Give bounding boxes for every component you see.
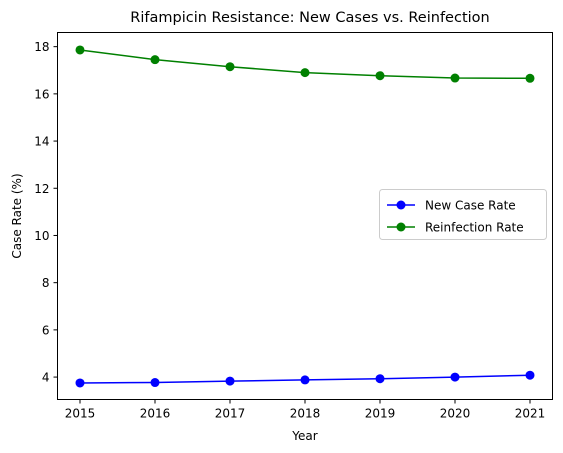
legend-marker: [396, 200, 406, 210]
y-axis-label: Case Rate (%): [10, 173, 24, 258]
x-tick-label: 2018: [290, 407, 321, 421]
legend-marker: [396, 222, 406, 232]
legend-box: [379, 189, 547, 240]
y-tick-label: 14: [34, 135, 49, 149]
y-tick-label: 12: [34, 182, 49, 196]
y-tick-label: 10: [34, 229, 49, 243]
data-point: [150, 55, 160, 65]
series-layer: [75, 45, 535, 388]
data-point: [375, 71, 385, 81]
data-point: [225, 376, 235, 386]
legend-label: Reinfection Rate: [425, 221, 524, 235]
x-tick-label: 2015: [65, 407, 96, 421]
x-tick-label: 2021: [515, 407, 546, 421]
y-axis: 4 6 8 10 12 14 16 18: [34, 40, 58, 385]
data-point: [450, 73, 460, 83]
x-tick-label: 2016: [140, 407, 171, 421]
x-axis: 2015 2016 2017 2018 2019 2020 2021: [65, 399, 546, 421]
legend-label: New Case Rate: [425, 199, 516, 213]
data-point: [525, 370, 535, 380]
legend: New Case Rate Reinfection Rate: [379, 189, 547, 240]
data-point: [225, 62, 235, 72]
y-tick-label: 4: [42, 371, 50, 385]
data-point: [150, 378, 160, 388]
data-point: [300, 68, 310, 78]
chart-title: Rifampicin Resistance: New Cases vs. Rei…: [130, 10, 489, 26]
data-point: [525, 73, 535, 83]
y-tick-label: 6: [42, 323, 50, 337]
x-tick-label: 2020: [440, 407, 471, 421]
x-tick-label: 2019: [365, 407, 396, 421]
y-tick-label: 18: [34, 40, 49, 54]
x-axis-label: Year: [291, 429, 317, 443]
y-tick-label: 16: [34, 87, 49, 101]
data-point: [75, 378, 85, 388]
plot-area: 2015 2016 2017 2018 2019 2020 2021 4 6 8 10 12 14 16…: [34, 32, 553, 421]
y-tick-label: 8: [42, 276, 50, 290]
data-point: [450, 372, 460, 382]
data-point: [375, 374, 385, 384]
data-point: [300, 375, 310, 385]
x-tick-label: 2017: [215, 407, 246, 421]
data-point: [75, 45, 85, 55]
